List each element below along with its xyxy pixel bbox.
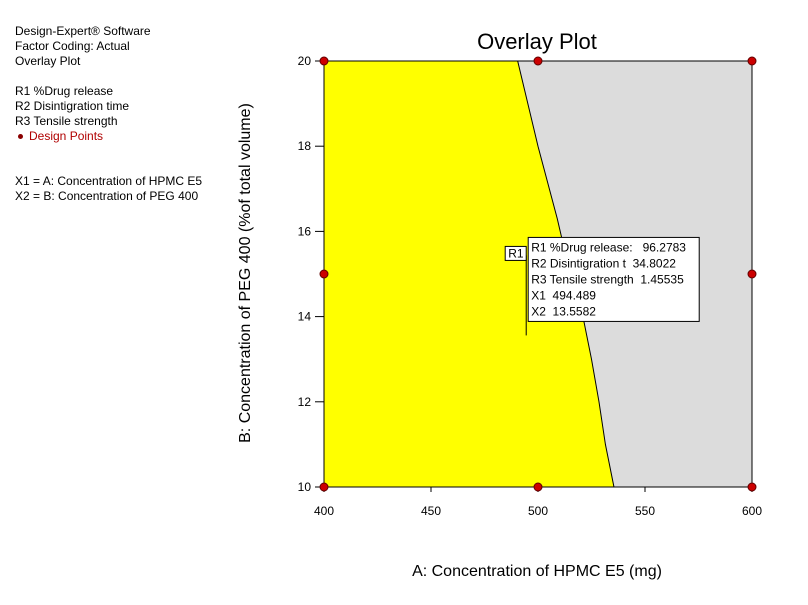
chart-title: Overlay Plot bbox=[477, 29, 597, 54]
design-point bbox=[319, 56, 329, 66]
feasible-region bbox=[324, 61, 614, 487]
y-tick-label: 16 bbox=[298, 224, 312, 238]
plot-area: 400 450 500 550 600 10 12 14 16 18 20 R1 R1 %Drug re… bbox=[298, 54, 763, 518]
design-points-label: Design Points bbox=[29, 129, 104, 143]
y-tick-label: 12 bbox=[298, 395, 312, 409]
design-points-legend: Design Points bbox=[15, 129, 202, 144]
design-point bbox=[747, 56, 757, 66]
x2-definition: X2 = B: Concentration of PEG 400 bbox=[15, 189, 199, 203]
flag-tag-box bbox=[504, 245, 527, 261]
design-point bbox=[747, 269, 757, 279]
x-tick-label: 450 bbox=[421, 504, 441, 518]
response-r2: R2 Disintigration time bbox=[15, 99, 130, 113]
y-axis-label: B: Concentration of PEG 400 (%of total v… bbox=[237, 103, 254, 443]
x-axis-label: A: Concentration of HPMC E5 (mg) bbox=[412, 563, 662, 580]
x-tick-label: 500 bbox=[528, 504, 548, 518]
y-tick-label: 20 bbox=[298, 54, 312, 68]
response-r3: R3 Tensile strength bbox=[15, 114, 118, 128]
software-name: Design-Expert® Software bbox=[15, 24, 151, 38]
plot-name: Overlay Plot bbox=[15, 54, 81, 68]
flag-info-line: R3 Tensile strength 1.45535 bbox=[531, 272, 684, 286]
design-point bbox=[747, 482, 757, 492]
flag-info-box bbox=[527, 236, 700, 322]
x-tick-label: 550 bbox=[635, 504, 655, 518]
y-tick-label: 18 bbox=[298, 139, 312, 153]
design-point bbox=[533, 56, 543, 66]
y-tick-label: 10 bbox=[298, 480, 312, 494]
legend-panel: Design-Expert® Software Factor Coding: A… bbox=[15, 24, 202, 204]
y-tick-label: 14 bbox=[298, 310, 312, 324]
x-tick-label: 600 bbox=[742, 504, 762, 518]
flag-info-line: X2 13.5582 bbox=[531, 304, 596, 318]
flag-info-line: X1 494.489 bbox=[531, 288, 596, 302]
flag-info-line: R2 Disintigration t 34.8022 bbox=[531, 256, 676, 270]
x-tick-label: 400 bbox=[314, 504, 334, 518]
design-point-icon bbox=[18, 133, 23, 139]
factor-coding: Factor Coding: Actual bbox=[15, 39, 130, 53]
x1-definition: X1 = A: Concentration of HPMC E5 bbox=[15, 174, 203, 188]
design-point bbox=[319, 269, 329, 279]
response-r1: R1 %Drug release bbox=[15, 84, 114, 98]
flag-info-line: R1 %Drug release: 96.2783 bbox=[531, 240, 686, 254]
design-point bbox=[319, 482, 329, 492]
design-point bbox=[533, 482, 543, 492]
flag-tag: R1 bbox=[508, 246, 524, 260]
